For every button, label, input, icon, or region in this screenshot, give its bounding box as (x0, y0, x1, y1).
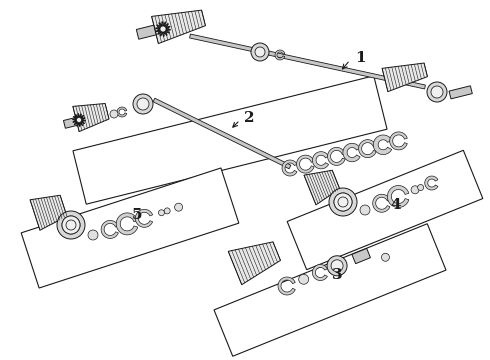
Polygon shape (73, 113, 85, 126)
Polygon shape (116, 213, 138, 235)
Polygon shape (21, 168, 239, 288)
Polygon shape (352, 248, 370, 264)
Polygon shape (328, 147, 345, 165)
Polygon shape (373, 194, 390, 212)
Polygon shape (153, 98, 291, 169)
Polygon shape (228, 242, 280, 285)
Circle shape (329, 188, 357, 216)
Polygon shape (304, 170, 340, 205)
Polygon shape (73, 76, 387, 204)
Circle shape (360, 205, 370, 215)
Polygon shape (155, 22, 171, 36)
Circle shape (62, 216, 80, 234)
Circle shape (137, 98, 149, 110)
Circle shape (160, 26, 166, 32)
Polygon shape (313, 265, 327, 280)
Polygon shape (449, 86, 472, 99)
Circle shape (133, 94, 153, 114)
Text: 4: 4 (390, 198, 401, 212)
Circle shape (431, 86, 443, 98)
Polygon shape (214, 224, 446, 356)
Polygon shape (278, 277, 295, 295)
Polygon shape (287, 150, 483, 270)
Polygon shape (359, 140, 376, 158)
Circle shape (110, 110, 118, 118)
Polygon shape (30, 195, 67, 230)
Circle shape (427, 82, 447, 102)
Circle shape (334, 193, 352, 211)
Circle shape (338, 197, 348, 207)
Circle shape (411, 186, 419, 194)
Text: 5: 5 (132, 208, 143, 222)
Circle shape (66, 220, 76, 230)
Polygon shape (313, 152, 329, 169)
Circle shape (381, 253, 390, 261)
Polygon shape (390, 132, 407, 150)
Polygon shape (136, 25, 156, 39)
Circle shape (174, 203, 183, 211)
Polygon shape (382, 63, 427, 92)
Polygon shape (425, 176, 438, 190)
Circle shape (255, 47, 265, 57)
Text: 2: 2 (244, 111, 254, 125)
Circle shape (331, 260, 343, 272)
Circle shape (62, 216, 80, 234)
Polygon shape (117, 107, 127, 117)
Polygon shape (73, 103, 109, 132)
Polygon shape (388, 185, 409, 207)
Polygon shape (63, 117, 79, 128)
Circle shape (417, 185, 424, 190)
Circle shape (88, 230, 98, 240)
Circle shape (327, 256, 347, 276)
Polygon shape (296, 155, 314, 173)
Polygon shape (282, 160, 297, 176)
Polygon shape (190, 34, 425, 89)
Polygon shape (275, 50, 285, 60)
Circle shape (164, 208, 170, 214)
Circle shape (158, 210, 165, 216)
Circle shape (334, 193, 352, 211)
Polygon shape (135, 209, 153, 227)
Circle shape (76, 117, 81, 122)
Circle shape (57, 211, 85, 239)
Polygon shape (373, 135, 392, 154)
Text: 1: 1 (355, 51, 366, 65)
Polygon shape (151, 10, 205, 44)
Circle shape (299, 274, 309, 284)
Polygon shape (101, 220, 119, 238)
Text: 3: 3 (332, 268, 343, 282)
Polygon shape (343, 143, 360, 162)
Circle shape (251, 43, 269, 61)
